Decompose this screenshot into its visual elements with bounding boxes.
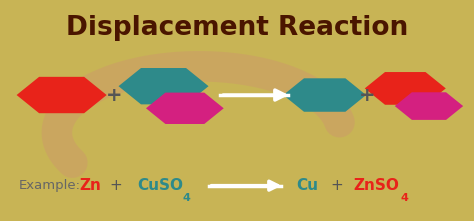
Text: +: + [110, 178, 122, 193]
Text: +: + [359, 86, 375, 105]
Text: +: + [106, 86, 122, 105]
Text: Displacement Reaction: Displacement Reaction [66, 15, 408, 42]
Polygon shape [118, 68, 209, 104]
Text: 4: 4 [182, 193, 191, 203]
Text: +: + [330, 178, 343, 193]
Text: CuSO: CuSO [137, 178, 183, 193]
Text: ZnSO: ZnSO [353, 178, 399, 193]
Polygon shape [146, 93, 224, 124]
Polygon shape [283, 78, 366, 112]
Polygon shape [17, 77, 107, 113]
Polygon shape [395, 92, 463, 120]
Polygon shape [365, 72, 446, 105]
Text: Example:: Example: [19, 179, 81, 192]
Text: Zn: Zn [79, 178, 101, 193]
Text: 4: 4 [401, 193, 409, 203]
Text: Cu: Cu [296, 178, 318, 193]
